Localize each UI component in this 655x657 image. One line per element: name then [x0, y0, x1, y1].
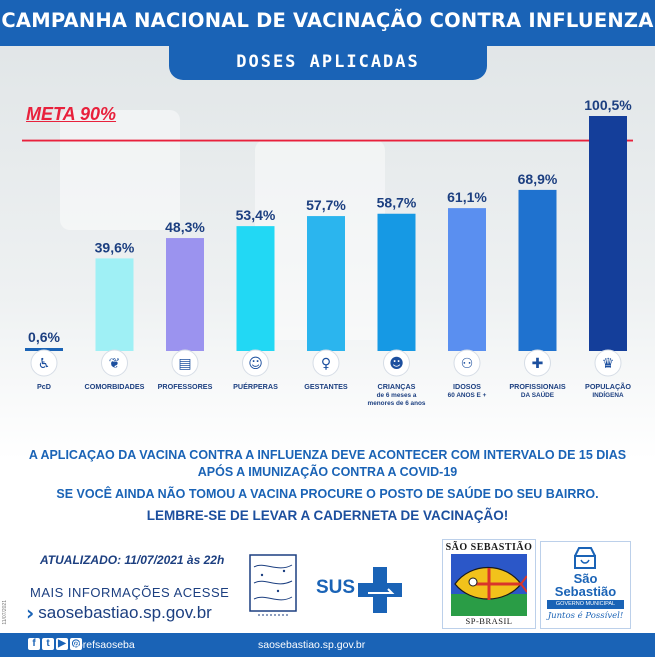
website-link-text: saosebastiao.sp.gov.br [38, 603, 212, 622]
city-map-logo [249, 554, 297, 616]
books-icon: ▤ [178, 356, 191, 372]
gov-strip: GOVERNO MUNICIPAL [547, 600, 624, 609]
mother-baby-icon: ☺ [248, 356, 263, 372]
chevron-right-icon: › [26, 601, 35, 625]
doctor-icon: ✚ [532, 356, 544, 372]
header-bar: CAMPANHA NACIONAL DE VACINAÇÃO CONTRA IN… [0, 0, 655, 46]
children-icon: ☻ [389, 356, 404, 372]
pregnant-icon: ♀ [321, 356, 331, 372]
wheelchair-icon: ♿ [38, 356, 51, 372]
coat-top-text: SÃO SEBASTIÃO [445, 542, 533, 553]
meta-label: META 90% [26, 104, 117, 124]
bar-value-label: 57,7% [306, 197, 346, 213]
category-icon-bg [171, 349, 199, 377]
category-icon-bg [312, 349, 340, 377]
gov-name-line1: São [573, 571, 598, 586]
city-crest-icon [574, 547, 596, 569]
bar-value-label: 100,5% [584, 97, 632, 113]
category-icon-bg [383, 349, 410, 377]
bottom-website[interactable]: saosebastiao.sp.gov.br [258, 639, 366, 651]
category-label: de 6 meses a [377, 392, 417, 399]
gov-slogan: Juntos é Possível! [547, 611, 624, 621]
category-label: PUÉRPERAS [233, 382, 278, 391]
category-icon-bg [30, 349, 58, 377]
message-vaccination-card: LEMBRE-SE DE LEVAR A CADERNETA DE VACINA… [146, 508, 509, 523]
bar-value-label: 0,6% [28, 329, 60, 345]
facebook-icon[interactable]: f [28, 638, 40, 650]
social-icons: f t ▶ ◎ [28, 638, 82, 650]
bar-8 [518, 189, 557, 351]
bar-9 [589, 116, 627, 351]
website-link[interactable]: › saosebastiao.sp.gov.br [26, 601, 212, 625]
bar-6 [377, 213, 416, 351]
bar-value-label: 68,9% [518, 171, 558, 187]
category-label: COMORBIDADES [85, 382, 145, 391]
sus-cross-icon [358, 567, 402, 613]
message-interval-line1: A APLICAÇAO DA VACINA CONTRA A INFLUENZA… [28, 448, 627, 462]
bar-3 [166, 238, 204, 351]
sus-logo: SUS [316, 567, 402, 613]
message-interval: A APLICAÇAO DA VACINA CONTRA A INFLUENZA… [0, 447, 655, 481]
elderly-icon: ⚇ [461, 356, 474, 372]
city-government-logo: São Sebastião GOVERNO MUNICIPAL Juntos é… [540, 541, 631, 629]
category-icon-bg [453, 349, 481, 377]
category-label: CRIANÇAS [378, 382, 416, 391]
category-label: PcD [37, 382, 51, 391]
social-handle[interactable]: /prefsaoseba [74, 639, 135, 651]
twitter-icon[interactable]: t [42, 638, 54, 650]
sus-logo-text: SUS [316, 577, 356, 598]
category-icon-bg [101, 349, 128, 377]
vaccination-bar-chart: 0,6% ♿ PcD 39,6% ❦ COMORBIDADES 48,3% ▤ PROFESSO… [22, 97, 633, 407]
bar-value-label: 61,1% [447, 189, 487, 205]
side-code: 11/07/2021 [2, 600, 8, 625]
message-interval-line2: APÓS A IMUNIZAÇÃO CONTRA A COVID-19 [197, 465, 458, 479]
organs-icon: ❦ [109, 356, 121, 372]
more-info-label: MAIS INFORMAÇÕES ACESSE [30, 585, 230, 600]
category-label: menores de 6 anos [368, 400, 426, 407]
coat-emblem-icon [451, 554, 527, 616]
category-label: IDOSOS [453, 382, 481, 391]
page-title: CAMPANHA NACIONAL DE VACINAÇÃO CONTRA IN… [1, 9, 654, 32]
bottom-bar [0, 633, 655, 657]
message-health-post: SE VOCÊ AINDA NÃO TOMOU A VACINA PROCURE… [56, 487, 599, 501]
bar-value-label: 53,4% [236, 207, 276, 223]
category-icon-bg [242, 349, 269, 377]
category-label: POPULAÇÃO [585, 382, 631, 391]
category-label: GESTANTES [304, 382, 348, 391]
indigenous-icon: ♛ [602, 356, 615, 372]
category-label: PROFISSIONAIS [509, 382, 566, 391]
coat-bottom-text: SP-BRASIL [465, 616, 513, 626]
gov-name-line2: Sebastião [554, 584, 617, 599]
updated-timestamp: ATUALIZADO: 11/07/2021 às 22h [40, 553, 225, 567]
bar-7 [448, 208, 486, 351]
gov-name: São Sebastião [541, 572, 630, 598]
category-label: DA SAÚDE [521, 390, 555, 399]
bar-value-label: 39,6% [95, 239, 135, 255]
instagram-icon[interactable]: ◎ [70, 638, 82, 650]
category-icon-bg [594, 349, 622, 377]
bar-value-label: 48,3% [165, 219, 205, 235]
category-label: INDÍGENA [592, 390, 624, 399]
subtitle-pill: DOSES APLICADAS [169, 44, 487, 80]
bar-value-label: 58,7% [377, 195, 417, 211]
bar-4 [236, 226, 275, 351]
category-icon-bg [524, 349, 551, 377]
city-coat-of-arms: SÃO SEBASTIÃO SP-BRASIL [442, 539, 536, 629]
bar-2 [95, 258, 134, 351]
category-label: PROFESSORES [158, 382, 213, 391]
category-label: 60 ANOS E + [448, 392, 487, 399]
bar-5 [307, 216, 345, 351]
page-subtitle: DOSES APLICADAS [236, 52, 420, 72]
youtube-icon[interactable]: ▶ [56, 638, 68, 650]
bg-shape-left [60, 110, 180, 230]
